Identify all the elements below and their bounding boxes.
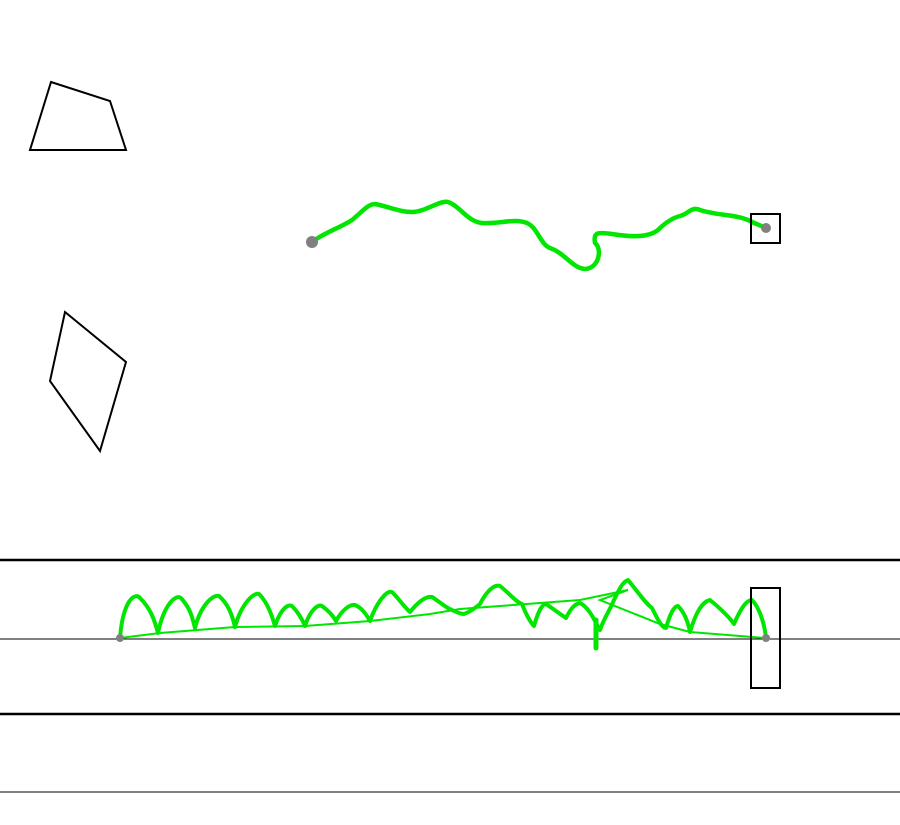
side-view [0,558,900,793]
goal-dot [762,634,770,642]
quadrilateral-obstacle [28,80,128,151]
start-dot [116,634,124,642]
goal-dot [761,223,771,233]
side-trend-line [119,589,766,639]
overhead-trail [309,199,769,272]
overhead-path-view [306,199,781,272]
side-hop-arcs [118,578,768,640]
kite-obstacle [48,310,128,454]
goal-box [750,587,781,689]
goal-box [750,213,781,244]
start-dot [306,236,318,248]
